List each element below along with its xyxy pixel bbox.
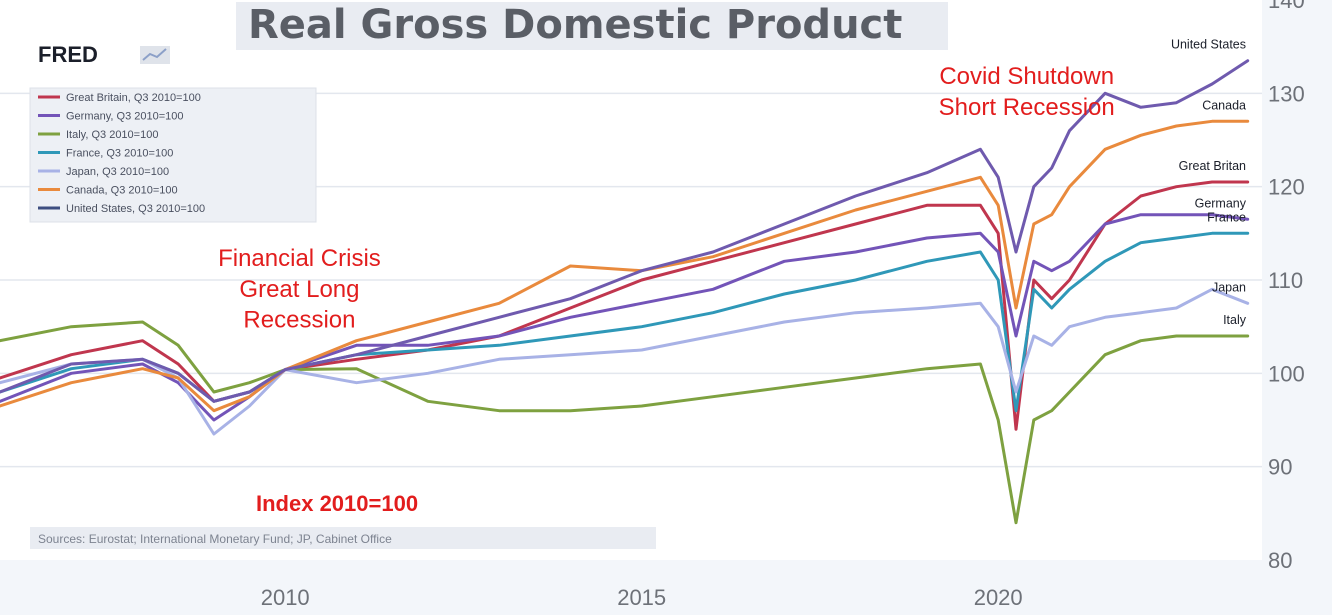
legend-box xyxy=(29,87,317,223)
annotations: Covid Shutdown Short Recession Financial C… xyxy=(218,63,1115,334)
annotation-1: Short Recession xyxy=(939,94,1115,121)
legend-entry-2: Italy, Q3 2010=100 xyxy=(66,129,158,141)
series-label-france: France xyxy=(1207,210,1246,224)
series-line-japan xyxy=(0,287,1250,436)
source-note: Sources: Eurostat; International Monetar… xyxy=(38,532,392,546)
fred-logo: FRED xyxy=(38,42,98,67)
y-tick-label-100: 100 xyxy=(1268,361,1305,386)
x-axis-ticks: 2010 2015 2020 xyxy=(261,585,1023,610)
y-tick-label-140: 140 xyxy=(1268,0,1305,13)
legend-entry-3: France, Q3 2010=100 xyxy=(66,148,173,160)
series-label-layer: Great Britan Germany Italy France Japan Canad… xyxy=(1171,38,1247,327)
y-tick-label-130: 130 xyxy=(1268,81,1305,106)
y-tick-label-120: 120 xyxy=(1268,175,1305,200)
y-tick-label-110: 110 xyxy=(1268,268,1303,293)
x-tick-label-2020: 2020 xyxy=(974,585,1023,610)
annotation-4: Recession xyxy=(243,307,355,334)
series-line-united-states xyxy=(0,59,1250,403)
series-layer xyxy=(0,59,1250,525)
legend: Great Britain, Q3 2010=100 Germany, Q3 20… xyxy=(38,92,205,215)
legend-entry-6: United States, Q3 2010=100 xyxy=(66,203,205,215)
annotation-0: Covid Shutdown xyxy=(939,63,1114,90)
source-background xyxy=(30,527,656,549)
y-tick-label-80: 80 xyxy=(1268,548,1292,573)
index-note: Index 2010=100 xyxy=(256,491,418,516)
y-tick-label-90: 90 xyxy=(1268,455,1292,480)
fred-logo-chart-icon xyxy=(140,46,170,64)
legend-entry-4: Japan, Q3 2010=100 xyxy=(66,166,169,178)
x-tick-label-2015: 2015 xyxy=(617,585,666,610)
legend-entry-5: Canada, Q3 2010=100 xyxy=(66,185,178,197)
annotation-3: Great Long xyxy=(239,276,359,303)
series-label-canada: Canada xyxy=(1202,98,1246,112)
chart-title: Real Gross Domestic Product xyxy=(248,2,902,48)
legend-entry-0: Great Britain, Q3 2010=100 xyxy=(66,92,201,104)
series-label-italy: Italy xyxy=(1223,313,1247,327)
series-label-united-states: United States xyxy=(1171,38,1246,52)
series-label-great-britain: Great Britan xyxy=(1179,159,1246,173)
series-label-japan: Japan xyxy=(1212,280,1246,294)
annotation-2: Financial Crisis xyxy=(218,245,381,272)
y-axis-ticks: 80 90 100 110 120 130 140 xyxy=(1268,0,1305,573)
series-label-germany: Germany xyxy=(1195,196,1247,210)
title-background xyxy=(236,2,948,50)
x-tick-label-2010: 2010 xyxy=(261,585,310,610)
series-line-germany xyxy=(0,213,1250,422)
series-line-canada xyxy=(0,119,1250,413)
series-line-italy xyxy=(0,320,1250,525)
legend-entry-1: Germany, Q3 2010=100 xyxy=(66,111,184,123)
